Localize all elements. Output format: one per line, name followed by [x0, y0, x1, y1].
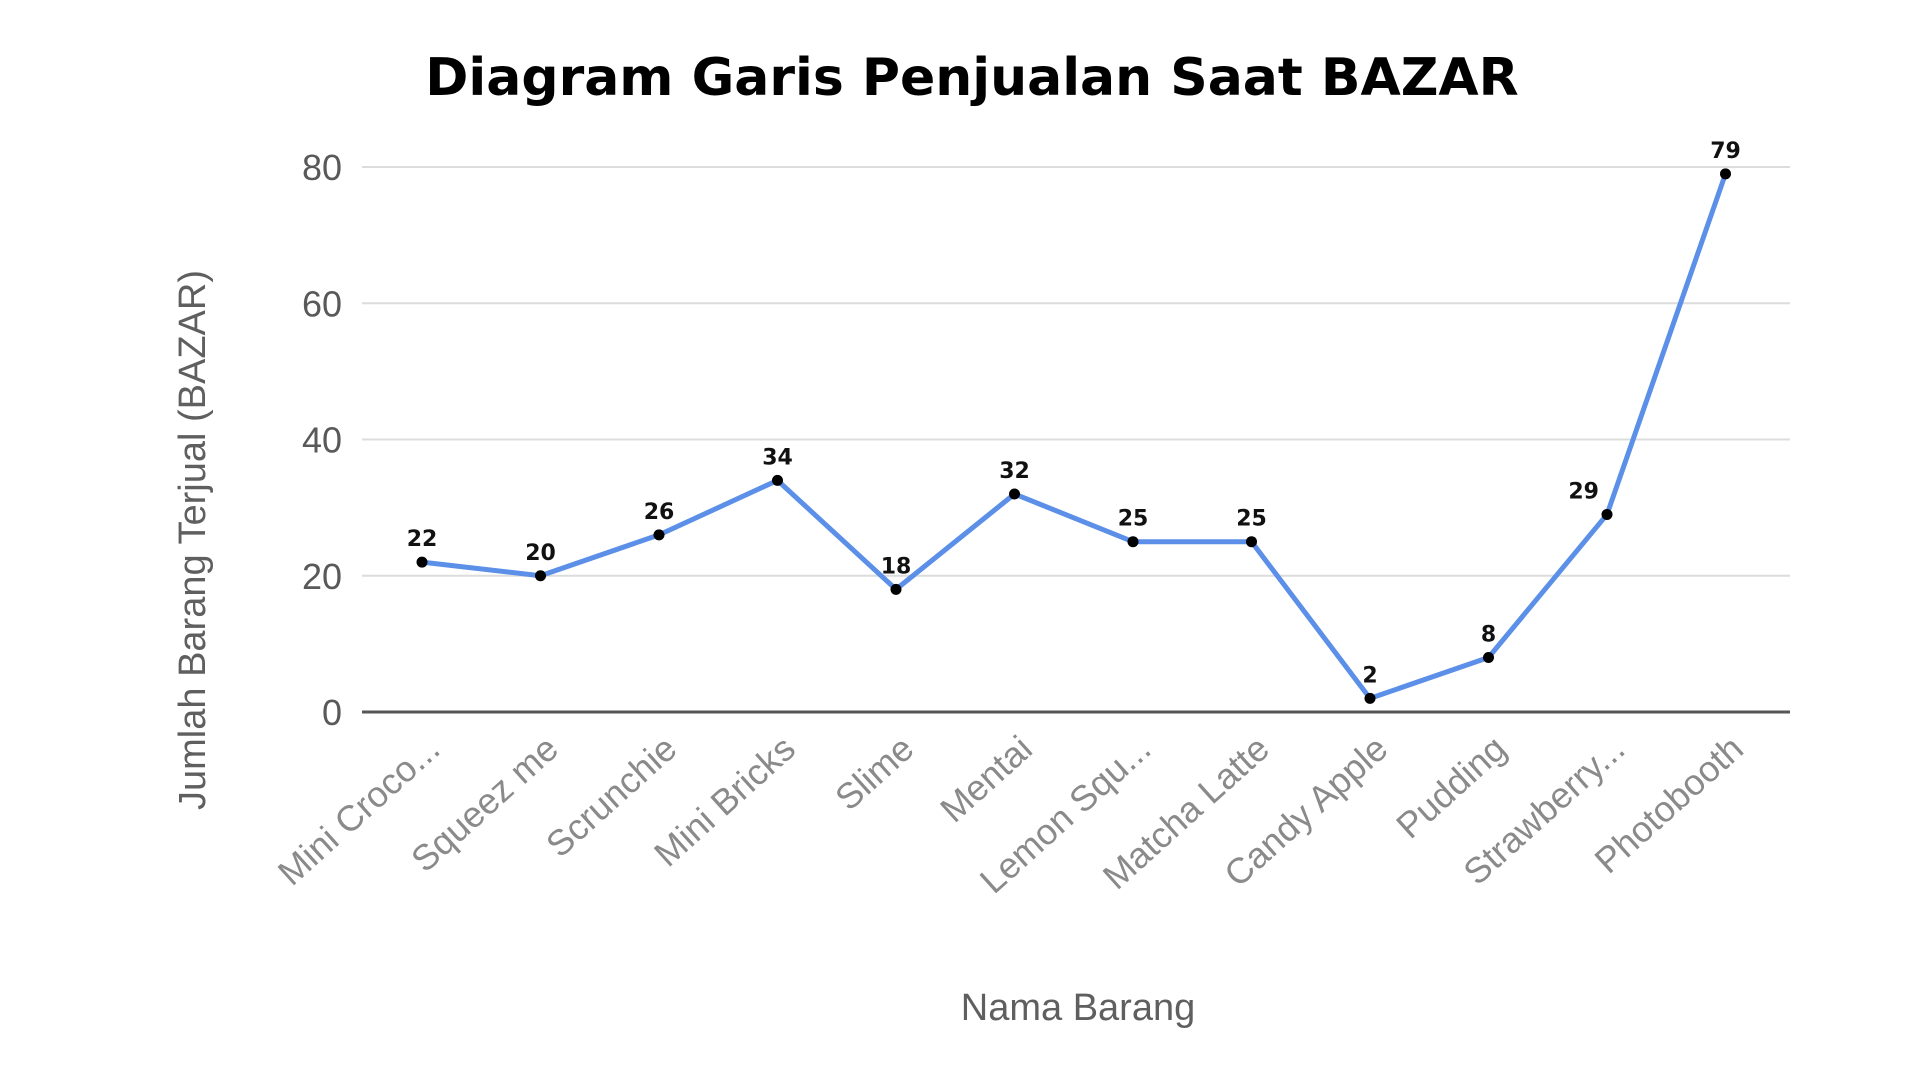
y-tick-label: 80 [302, 147, 342, 188]
data-point [535, 570, 546, 582]
data-label: 26 [644, 500, 675, 525]
data-point [1720, 168, 1731, 180]
data-point [1601, 508, 1613, 520]
grid-lines [362, 166, 1790, 714]
data-point [1483, 652, 1494, 663]
data-point [416, 556, 428, 568]
data-label: 20 [525, 541, 556, 566]
data-point [653, 529, 665, 541]
data-point [1009, 488, 1020, 500]
data-point [890, 583, 902, 595]
data-point [1127, 536, 1139, 548]
data-label: 32 [999, 459, 1030, 484]
data-label: 8 [1481, 623, 1496, 648]
y-tick-label: 40 [302, 420, 342, 461]
data-label: 22 [407, 527, 438, 552]
data-label: 34 [762, 445, 793, 470]
x-axis-title: Nama Barang [961, 987, 1195, 1029]
x-tick-label: Slime [827, 727, 921, 818]
y-tick-label: 60 [302, 283, 342, 324]
data-label: 29 [1568, 479, 1599, 504]
data-point [1364, 692, 1376, 704]
y-axis-title: Jumlah Barang Terjual (BAZAR) [172, 270, 214, 810]
data-label: 18 [881, 554, 912, 579]
data-point [1246, 536, 1257, 548]
data-labels: 22 20 26 34 18 32 25 25 2 8 29 79 [407, 139, 1741, 689]
x-tick-label: Mentai [932, 727, 1040, 830]
series-layer [416, 168, 1731, 704]
data-label: 2 [1362, 663, 1377, 688]
y-tick-label: 0 [322, 692, 342, 733]
chart-title: Diagram Garis Penjualan Saat BAZAR [425, 48, 1518, 108]
y-axis-ticks: 0 20 40 60 80 [302, 147, 342, 733]
data-label: 25 [1118, 507, 1149, 532]
data-point [772, 474, 783, 486]
y-tick-label: 20 [302, 556, 342, 597]
data-label: 79 [1710, 139, 1741, 164]
series-line [419, 171, 1728, 701]
data-label: 25 [1236, 507, 1267, 532]
